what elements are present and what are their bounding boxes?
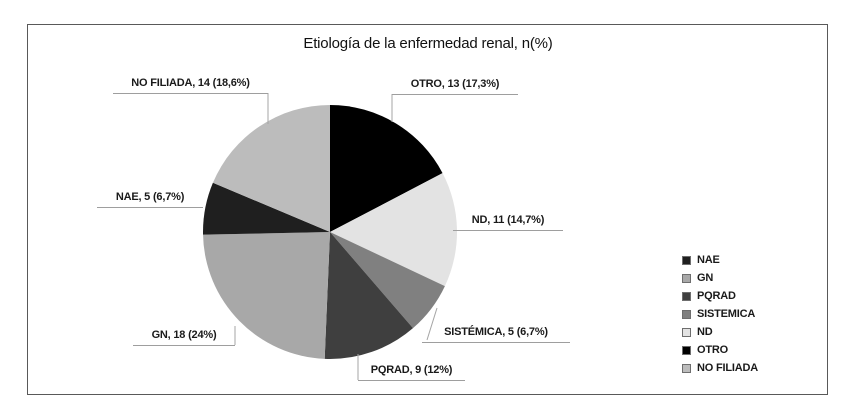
legend-marker: [682, 291, 691, 301]
legend-item-otro: OTRO: [682, 341, 822, 359]
legend-item-gn: GN: [682, 269, 822, 287]
legend-marker: [682, 327, 691, 337]
data-label-no-filiada: NO FILIADA, 14 (18,6%): [113, 76, 268, 94]
data-label-gn: GN, 18 (24%): [133, 328, 235, 346]
legend-item-no-filiada: NO FILIADA: [682, 359, 822, 377]
legend-item-sistemica: SISTEMICA: [682, 305, 822, 323]
legend-item-pqrad: PQRAD: [682, 287, 822, 305]
data-label-otro: OTRO, 13 (17,3%): [392, 77, 518, 95]
leader-line-sistémica: [426, 307, 438, 341]
pie-slice-nd: [330, 173, 457, 287]
pie-slice-sistémica: [330, 232, 445, 329]
legend-label: OTRO: [697, 344, 728, 356]
legend-item-nd: ND: [682, 323, 822, 341]
data-label-nd: ND, 11 (14,7%): [453, 213, 563, 231]
legend-label: PQRAD: [697, 290, 736, 302]
pie-slice-nae: [203, 182, 330, 235]
legend-label: ND: [697, 326, 713, 338]
chart-legend: NAE GN PQRAD SISTEMICA ND OTRO NO FILIADA: [682, 251, 822, 377]
pie-slice-otro: [330, 105, 443, 232]
chart-title: Etiología de la enfermedad renal, n(%): [303, 35, 553, 52]
data-label-pqrad: PQRAD, 9 (12%): [358, 363, 465, 381]
legend-marker: [682, 345, 691, 355]
legend-marker: [682, 255, 691, 265]
pie-slice-pqrad: [324, 232, 413, 360]
pie-slice-no-filiada: [212, 105, 330, 232]
legend-marker: [682, 363, 691, 373]
legend-marker: [682, 309, 691, 319]
legend-label: NO FILIADA: [697, 362, 758, 374]
data-label-nae: NAE, 5 (6,7%): [97, 190, 203, 208]
legend-label: SISTEMICA: [697, 308, 756, 320]
legend-label: GN: [697, 272, 714, 284]
legend-item-nae: NAE: [682, 251, 822, 269]
pie-slice-gn: [203, 232, 330, 359]
legend-label: NAE: [697, 254, 720, 266]
data-label-sistemica: SISTÉMICA, 5 (6,7%): [422, 325, 570, 343]
legend-marker: [682, 273, 691, 283]
